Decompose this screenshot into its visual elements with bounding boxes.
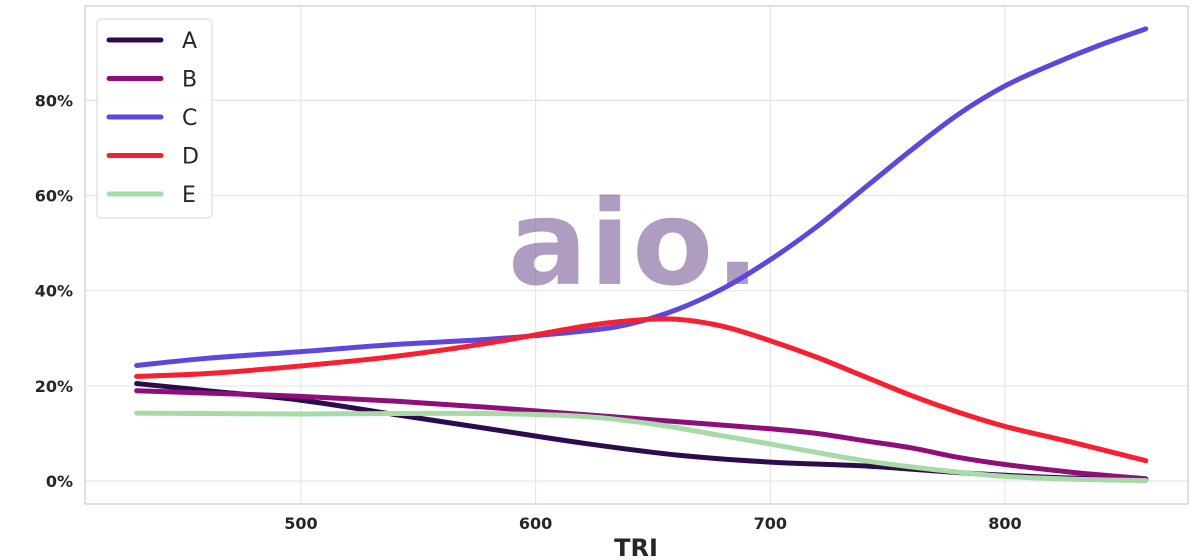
y-tick-label: 60% [35, 186, 73, 205]
x-tick-labels: 500 600 700 800 [284, 514, 1021, 533]
x-tick-label: 800 [988, 514, 1021, 533]
x-axis-title: TRI [614, 534, 658, 560]
y-tick-label: 80% [35, 91, 73, 110]
legend-label-a: A [182, 29, 197, 54]
legend-label-e: E [182, 183, 196, 208]
series-line-e [134, 410, 1149, 484]
series-line-d [134, 316, 1149, 464]
y-tick-label: 0% [46, 472, 73, 491]
series-line-c [134, 26, 1149, 368]
legend-label-d: D [182, 145, 199, 170]
series-line-b [134, 388, 1149, 482]
series-lines [134, 26, 1149, 484]
plot-frame [84, 5, 1189, 505]
watermark-text: aio. [508, 174, 762, 312]
x-tick-label: 500 [284, 514, 317, 533]
y-tick-label: 20% [35, 377, 73, 396]
grid [85, 6, 1188, 504]
y-tick-label: 40% [35, 282, 73, 301]
y-tick-labels: 0% 20% 40% 60% 80% [35, 91, 73, 491]
x-tick-label: 700 [754, 514, 787, 533]
legend-label-b: B [182, 68, 197, 93]
x-tick-label: 600 [519, 514, 552, 533]
legend-label-c: C [182, 106, 197, 131]
watermark-logo: aio. [508, 174, 762, 312]
